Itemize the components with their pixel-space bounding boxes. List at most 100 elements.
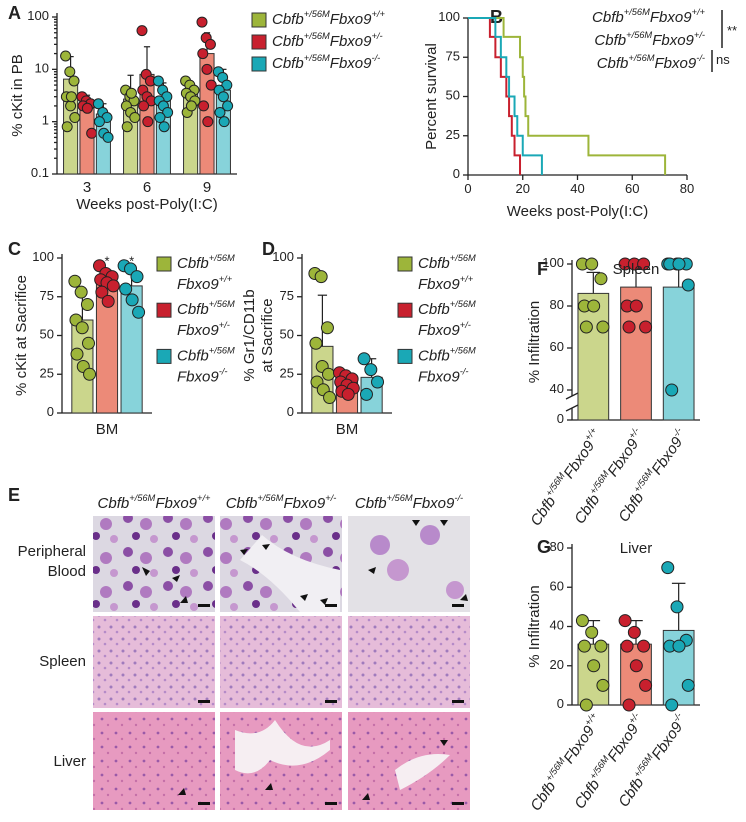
data-point — [196, 16, 208, 28]
survival-curve — [468, 17, 543, 175]
significance: ** — [727, 23, 737, 38]
data-point — [672, 257, 686, 271]
chart-title: Spleen — [613, 261, 660, 278]
data-point — [129, 112, 141, 124]
data-point — [309, 336, 323, 350]
panel-label: C — [8, 239, 21, 259]
panel-label: E — [8, 485, 20, 505]
data-point — [136, 25, 148, 37]
x-tick-label: 80 — [680, 181, 694, 196]
data-point — [639, 320, 653, 334]
legend-swatch — [397, 256, 413, 272]
legend-label: Fbxo9+/+ — [177, 274, 233, 293]
image-panel: E — [8, 485, 470, 810]
data-point — [620, 639, 634, 653]
row-label: Spleen — [39, 653, 86, 670]
legend-label: Cbfb+/56M — [418, 346, 476, 365]
data-point — [627, 625, 641, 639]
chart-title: Liver — [620, 540, 653, 557]
legend-label: Cbfb+/56MFbxo9+/- — [594, 30, 705, 49]
data-point — [68, 75, 80, 87]
data-point — [221, 79, 233, 91]
data-point — [670, 600, 684, 614]
y-tick-label: 60 — [550, 579, 564, 594]
data-point — [577, 639, 591, 653]
y-tick-label: 50 — [40, 327, 54, 342]
column-label: Cbfb+/56MFbxo9+/+ — [98, 493, 212, 512]
data-point — [154, 112, 166, 124]
x-tick-label: 3 — [83, 179, 91, 196]
y-tick-label: 50 — [280, 327, 294, 342]
cell — [420, 525, 440, 545]
y-tick-label: 10 — [35, 61, 49, 76]
y-axis-label: % Gr1/CD11b — [241, 289, 258, 381]
data-point — [70, 347, 84, 361]
legend-swatch — [156, 256, 172, 272]
panel-label: D — [262, 239, 275, 259]
legend-swatch — [251, 34, 267, 50]
data-point — [359, 387, 373, 401]
column-label: Cbfb+/56MFbxo9-/- — [355, 493, 463, 512]
data-point — [629, 659, 643, 673]
y-tick-label: 75 — [280, 288, 294, 303]
data-point — [92, 98, 104, 110]
survival-curve — [468, 17, 667, 175]
data-point — [618, 614, 632, 628]
legend-label: Cbfb+/56MFbxo9+/- — [272, 31, 383, 50]
data-point — [323, 391, 337, 404]
legend-swatch — [156, 348, 172, 364]
y-tick-label: 80 — [550, 539, 564, 554]
data-point — [158, 121, 170, 133]
legend-swatch — [251, 56, 267, 72]
legend-swatch — [397, 348, 413, 364]
data-point — [162, 106, 174, 118]
y-axis-label: % Infiltration — [526, 585, 543, 668]
significance: ns — [716, 52, 730, 67]
data-point — [74, 285, 88, 299]
legend-label: Cbfb+/56MFbxo9+/+ — [272, 9, 386, 28]
legend-swatch — [251, 12, 267, 28]
data-point — [587, 299, 601, 313]
data-point — [60, 50, 72, 62]
micrograph — [348, 616, 470, 708]
data-point — [596, 678, 610, 692]
data-point — [217, 91, 229, 103]
y-tick-label: 0 — [557, 696, 564, 711]
y-tick-label: 100 — [272, 249, 294, 264]
vessel — [235, 720, 330, 774]
x-tick-label: BM — [96, 421, 119, 438]
data-point — [364, 363, 378, 377]
data-point — [637, 639, 651, 653]
data-point — [130, 270, 144, 284]
data-point — [65, 100, 77, 112]
data-point — [585, 257, 599, 271]
legend-swatch — [397, 302, 413, 318]
survival-curve — [468, 17, 522, 175]
x-tick-label: 20 — [516, 181, 530, 196]
micrograph — [93, 712, 215, 810]
data-point — [68, 274, 82, 288]
x-tick-label: 60 — [625, 181, 639, 196]
legend-label: Cbfb+/56MFbxo9-/- — [272, 53, 380, 72]
y-tick-label: 100 — [438, 9, 460, 24]
panel-label: B — [490, 7, 503, 27]
x-axis-label: Weeks post-Poly(I:C) — [507, 203, 648, 220]
x-tick-label: 6 — [143, 179, 151, 196]
legend-label: Cbfb+/56M — [177, 346, 235, 365]
vessel — [395, 754, 450, 790]
bar — [620, 643, 652, 706]
x-tick-label: 40 — [570, 181, 584, 196]
background — [240, 535, 340, 612]
data-point — [594, 272, 608, 286]
micrographs — [93, 516, 470, 810]
row-label: Peripheral — [18, 543, 86, 560]
data-point — [596, 320, 610, 334]
data-point — [579, 320, 593, 334]
y-axis-label: Percent survival — [423, 43, 440, 150]
data-point — [320, 321, 334, 335]
legend-label: Fbxo9-/- — [418, 367, 468, 386]
data-point — [622, 698, 636, 712]
data-point — [83, 367, 97, 381]
legend-label: Cbfb+/56M — [177, 300, 235, 319]
